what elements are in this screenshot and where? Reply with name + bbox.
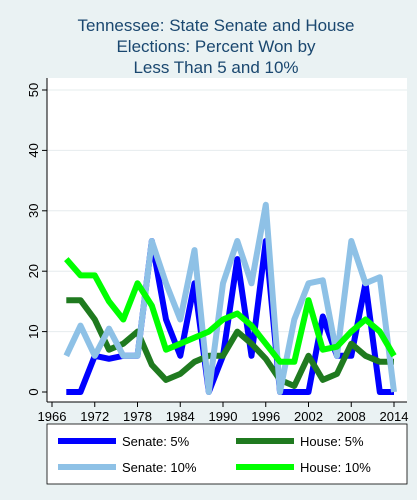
x-tick-label: 1990: [209, 409, 238, 424]
x-tick-label: 1978: [123, 409, 152, 424]
legend-box: [46, 423, 408, 485]
chart-title-line-2: Elections: Percent Won by: [116, 37, 316, 56]
legend-label-3: House: 10%: [300, 460, 371, 475]
x-tick-label: 1966: [38, 409, 67, 424]
series-line-2: [63, 201, 397, 395]
chart-title-line-1: Tennessee: State Senate and House: [78, 16, 355, 35]
legend-label-1: House: 5%: [300, 434, 364, 449]
x-tick-label: 1972: [80, 409, 109, 424]
x-tick-label: 2014: [380, 409, 409, 424]
x-tick-label: 2002: [294, 409, 323, 424]
x-tick-label: 1996: [251, 409, 280, 424]
legend-label-0: Senate: 5%: [122, 434, 190, 449]
series-lines: [63, 201, 397, 395]
y-tick-label: 0: [26, 388, 41, 395]
axes: 0 10 20 30 40 50 1966 1972 1978 1984 1990 1996 2002 2…: [26, 78, 408, 424]
y-tick-label: 20: [26, 264, 41, 278]
chart-title-line-3: Less Than 5 and 10%: [133, 58, 298, 77]
x-tick-label: 2008: [337, 409, 366, 424]
series-line-1: [66, 297, 394, 389]
y-tick-label: 40: [26, 143, 41, 157]
y-tick-label: 10: [26, 324, 41, 338]
x-tick-label: 1984: [166, 409, 195, 424]
y-tick-label: 50: [26, 83, 41, 97]
legend: Senate: 5% House: 5% Senate: 10% House: 10%: [58, 434, 371, 475]
legend-label-2: Senate: 10%: [122, 460, 197, 475]
y-tick-label: 30: [26, 204, 41, 218]
series-line-3: [64, 257, 397, 365]
